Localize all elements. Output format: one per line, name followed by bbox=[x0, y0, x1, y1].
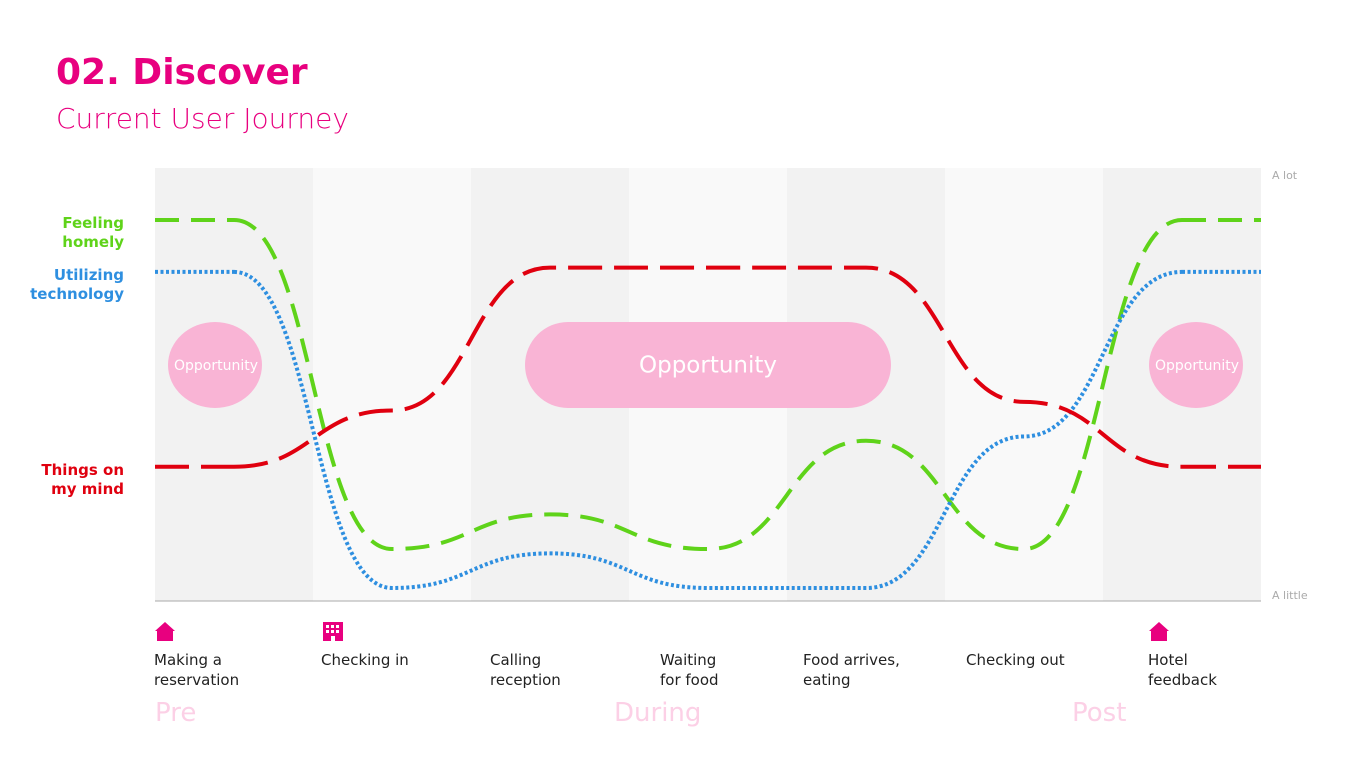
series-line bbox=[233, 269, 1183, 591]
opportunity-label: Opportunity bbox=[639, 353, 777, 379]
series-line bbox=[233, 217, 1183, 552]
legend-label: Feeling homely bbox=[62, 213, 124, 251]
stage-label: Checking out bbox=[966, 651, 1065, 669]
legend-label: Utilizing technology bbox=[30, 265, 124, 303]
stage-label: Checking in bbox=[321, 651, 409, 669]
stage-label: Waiting for food bbox=[660, 651, 719, 689]
phase-label: Post bbox=[1072, 698, 1127, 728]
stage-label: Food arrives, eating bbox=[803, 651, 900, 689]
y-tick-label: A lot bbox=[1272, 169, 1298, 182]
house-icon bbox=[1149, 622, 1169, 641]
stage-label: Making a reservation bbox=[154, 651, 240, 689]
opportunity-bubble bbox=[168, 322, 262, 408]
opportunity-bubble bbox=[525, 322, 891, 408]
stage-label: Hotel feedback bbox=[1148, 651, 1217, 689]
phase-label: During bbox=[614, 698, 702, 728]
subtitle: Current User Journey bbox=[56, 102, 349, 135]
y-tick-label: A little bbox=[1272, 589, 1308, 602]
opportunity-label: Opportunity bbox=[1155, 358, 1239, 374]
title: 02. Discover bbox=[56, 52, 308, 93]
stage-column bbox=[313, 168, 471, 601]
stage-label: Calling reception bbox=[490, 651, 561, 689]
legend-label: Things on my mind bbox=[41, 460, 124, 498]
series-line bbox=[233, 265, 1183, 469]
house-icon bbox=[155, 622, 175, 641]
phase-label: Pre bbox=[155, 698, 197, 728]
opportunity-bubble bbox=[1149, 322, 1243, 408]
stage-column bbox=[945, 168, 1103, 601]
opportunity-label: Opportunity bbox=[174, 358, 258, 374]
stage-icons bbox=[155, 622, 1169, 641]
